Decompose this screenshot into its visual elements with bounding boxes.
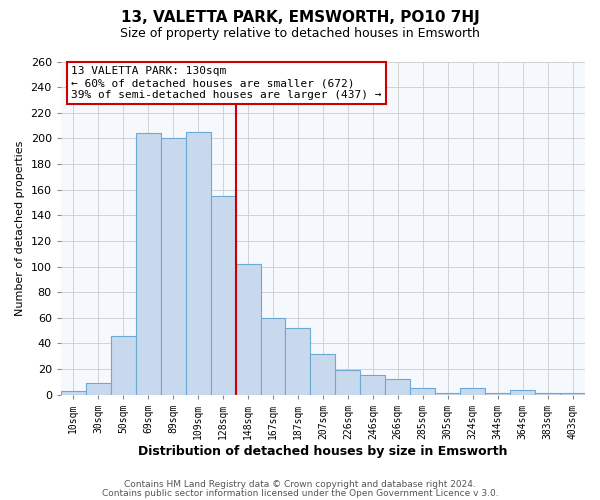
Bar (510, 390, 535, 394)
Text: Contains HM Land Registry data © Crown copyright and database right 2024.: Contains HM Land Registry data © Crown c… (124, 480, 476, 489)
Bar (111, 336, 136, 394)
Bar (361, 376, 385, 394)
Bar (86, 383, 111, 394)
Bar (335, 370, 361, 394)
X-axis label: Distribution of detached houses by size in Emsworth: Distribution of detached houses by size … (138, 444, 508, 458)
Bar (161, 138, 185, 394)
Text: 13 VALETTA PARK: 130sqm
← 60% of detached houses are smaller (672)
39% of semi-d: 13 VALETTA PARK: 130sqm ← 60% of detache… (71, 66, 382, 100)
Y-axis label: Number of detached properties: Number of detached properties (15, 140, 25, 316)
Bar (236, 264, 260, 394)
Bar (260, 318, 286, 394)
Bar (385, 380, 410, 394)
Bar (61, 391, 86, 394)
Bar (460, 388, 485, 394)
Bar (211, 196, 236, 394)
Bar (185, 132, 211, 394)
Bar (286, 328, 310, 394)
Text: Contains public sector information licensed under the Open Government Licence v : Contains public sector information licen… (101, 489, 499, 498)
Bar (310, 354, 335, 395)
Text: 13, VALETTA PARK, EMSWORTH, PO10 7HJ: 13, VALETTA PARK, EMSWORTH, PO10 7HJ (121, 10, 479, 25)
Bar (136, 134, 161, 394)
Bar (410, 388, 435, 394)
Text: Size of property relative to detached houses in Emsworth: Size of property relative to detached ho… (120, 28, 480, 40)
